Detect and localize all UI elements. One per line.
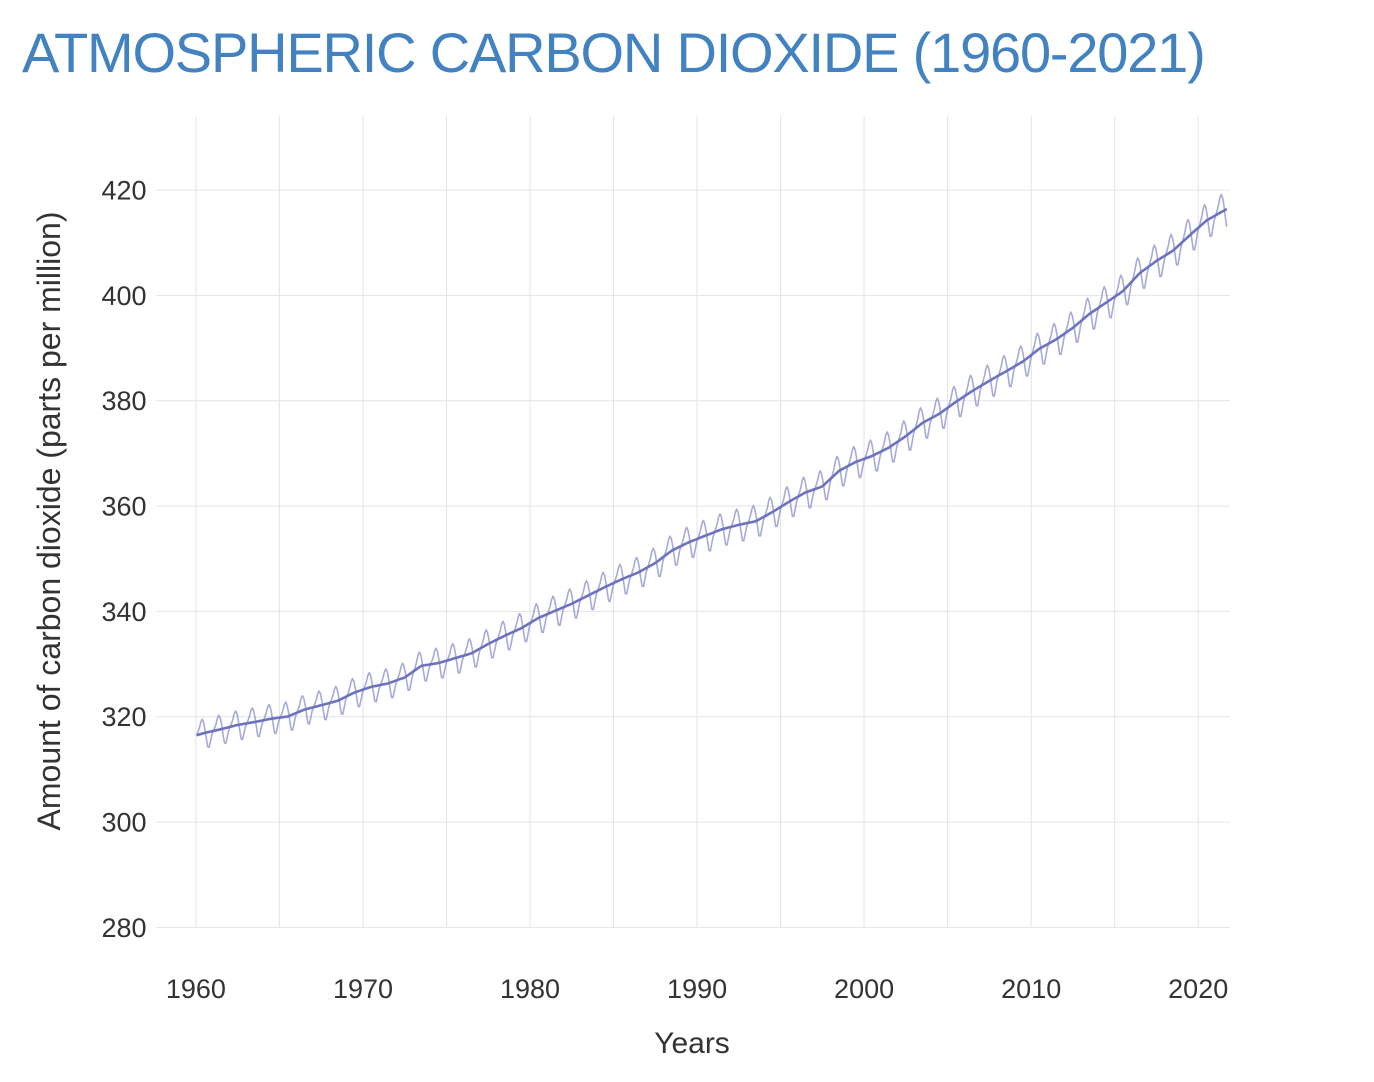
svg-text:340: 340	[101, 597, 146, 627]
svg-text:1990: 1990	[667, 974, 727, 1004]
svg-text:ATMOSPHERIC CARBON DIOXIDE (19: ATMOSPHERIC CARBON DIOXIDE (1960-2021)	[22, 21, 1205, 84]
svg-text:Years: Years	[654, 1027, 730, 1060]
svg-text:1970: 1970	[333, 974, 393, 1004]
svg-text:380: 380	[101, 386, 146, 416]
svg-text:2010: 2010	[1001, 974, 1061, 1004]
svg-text:2000: 2000	[834, 974, 894, 1004]
svg-text:Amount of carbon dioxide (part: Amount of carbon dioxide (parts per mill…	[31, 212, 67, 831]
svg-text:420: 420	[101, 176, 146, 206]
svg-text:320: 320	[101, 702, 146, 732]
svg-text:1960: 1960	[166, 974, 226, 1004]
svg-text:2020: 2020	[1168, 974, 1228, 1004]
svg-text:360: 360	[101, 492, 146, 522]
svg-text:400: 400	[101, 281, 146, 311]
svg-text:280: 280	[101, 913, 146, 943]
svg-text:1980: 1980	[500, 974, 560, 1004]
svg-text:300: 300	[101, 808, 146, 838]
